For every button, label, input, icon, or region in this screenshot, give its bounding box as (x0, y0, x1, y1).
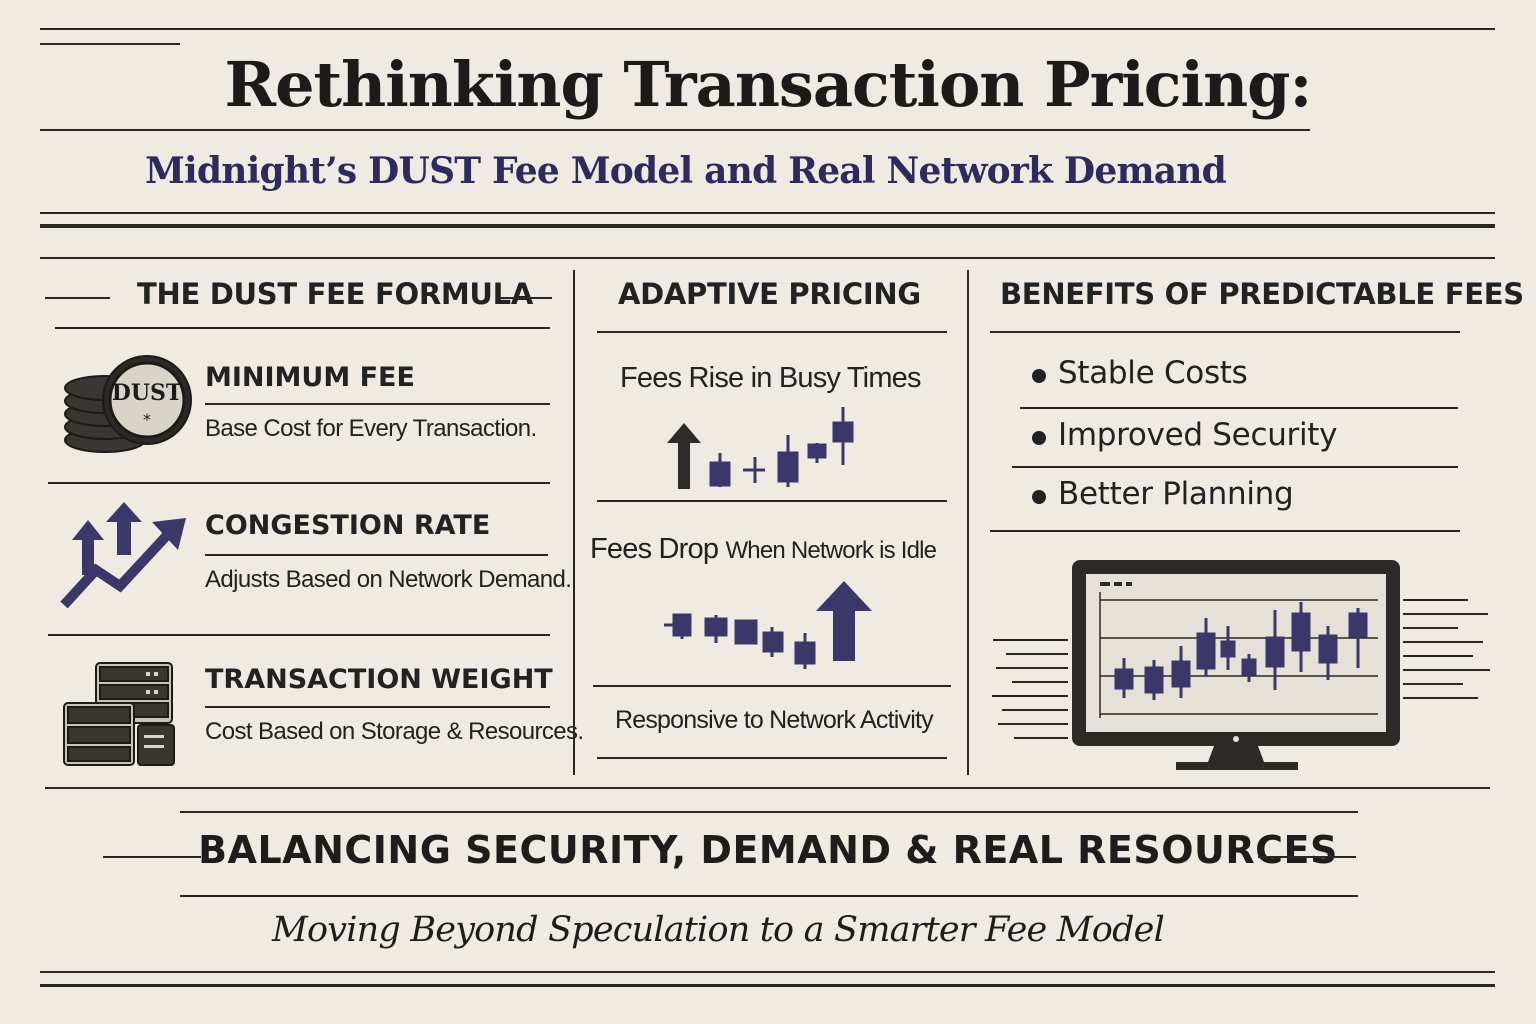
formula-heading-dash-right (497, 297, 552, 299)
transaction-weight-underline (205, 706, 550, 708)
formula-heading-underline (55, 327, 550, 329)
benefit-item-2: Improved Security (1058, 417, 1338, 453)
footer-top-rule-2 (180, 811, 1358, 813)
fees-rise-chart (667, 407, 854, 489)
minimum-fee-underline (205, 403, 550, 405)
header-double-rule-bottom (40, 224, 1495, 228)
dust-coin-label: DUST (112, 380, 183, 406)
server-stack-icon (63, 662, 175, 766)
footer-heading-dash-left (103, 856, 201, 858)
fees-drop-main: Fees Drop (590, 533, 719, 565)
title-underline (40, 129, 1310, 131)
adaptive-divider-2 (593, 685, 951, 687)
page-title: Rethinking Transaction Pricing: (224, 48, 1313, 121)
congestion-rate-desc: Adjusts Based on Network Demand. (205, 566, 572, 593)
fees-drop-chart (664, 581, 872, 669)
column-divider-left (573, 270, 575, 775)
footer-heading-dash-right (1258, 856, 1356, 858)
responsive-text: Responsive to Network Activity (615, 706, 934, 734)
adaptive-divider-1 (597, 500, 947, 502)
dust-coin-star: * (143, 410, 151, 429)
formula-divider-1 (48, 482, 550, 484)
minimum-fee-desc: Base Cost for Every Transaction. (205, 415, 537, 442)
benefit-item-1: Stable Costs (1058, 355, 1248, 391)
adaptive-heading: ADAPTIVE PRICING (618, 277, 921, 311)
section-top-rule (40, 257, 1495, 259)
top-rule-short (40, 43, 180, 45)
dust-coin-stack-icon: DUST * (64, 355, 192, 453)
benefits-heading-underline (990, 331, 1460, 333)
formula-divider-2 (48, 634, 550, 636)
benefit-divider-1 (1020, 407, 1458, 409)
footer-heading: BALANCING SECURITY, DEMAND & REAL RESOUR… (198, 828, 1338, 872)
top-rule-long (40, 28, 1495, 30)
benefit-item-3: Better Planning (1058, 476, 1294, 512)
footer-subheading: Moving Beyond Speculation to a Smarter F… (272, 910, 1165, 950)
benefit-bullet-3 (1032, 490, 1046, 504)
footer-mid-rule (180, 895, 1358, 897)
drop-section-arrow-icon (816, 581, 872, 661)
transaction-weight-title: TRANSACTION WEIGHT (205, 664, 553, 695)
benefit-bullet-1 (1032, 369, 1046, 383)
fees-drop-text: Fees Drop When Network is Idle (590, 533, 937, 566)
congestion-rate-underline (205, 554, 548, 556)
benefit-divider-3 (990, 530, 1460, 532)
benefit-divider-2 (1012, 466, 1458, 468)
benefit-bullet-2 (1032, 431, 1046, 445)
footer-top-rule-1 (45, 787, 1490, 789)
rise-arrow-icon (667, 423, 701, 489)
page-subtitle: Midnight’s DUST Fee Model and Real Netwo… (145, 150, 1227, 192)
formula-heading-dash-left (45, 297, 110, 299)
formula-heading: THE DUST FEE FORMULA (137, 277, 533, 311)
rising-arrows-icon (60, 502, 186, 609)
column-divider-right (967, 270, 969, 775)
benefits-heading: BENEFITS OF PREDICTABLE FEES (1000, 277, 1524, 311)
footer-bottom-rule-1 (40, 971, 1495, 973)
adaptive-heading-underline (597, 331, 947, 333)
monitor-chart-icon (992, 560, 1490, 770)
footer-bottom-rule-2 (40, 984, 1495, 987)
header-double-rule-top (40, 212, 1495, 214)
fees-rise-text: Fees Rise in Busy Times (620, 362, 922, 394)
congestion-rate-title: CONGESTION RATE (205, 510, 491, 541)
fees-drop-tail: When Network is Idle (725, 537, 937, 564)
adaptive-bottom-rule (597, 757, 947, 759)
minimum-fee-title: MINIMUM FEE (205, 362, 415, 393)
transaction-weight-desc: Cost Based on Storage & Resources. (205, 718, 584, 745)
